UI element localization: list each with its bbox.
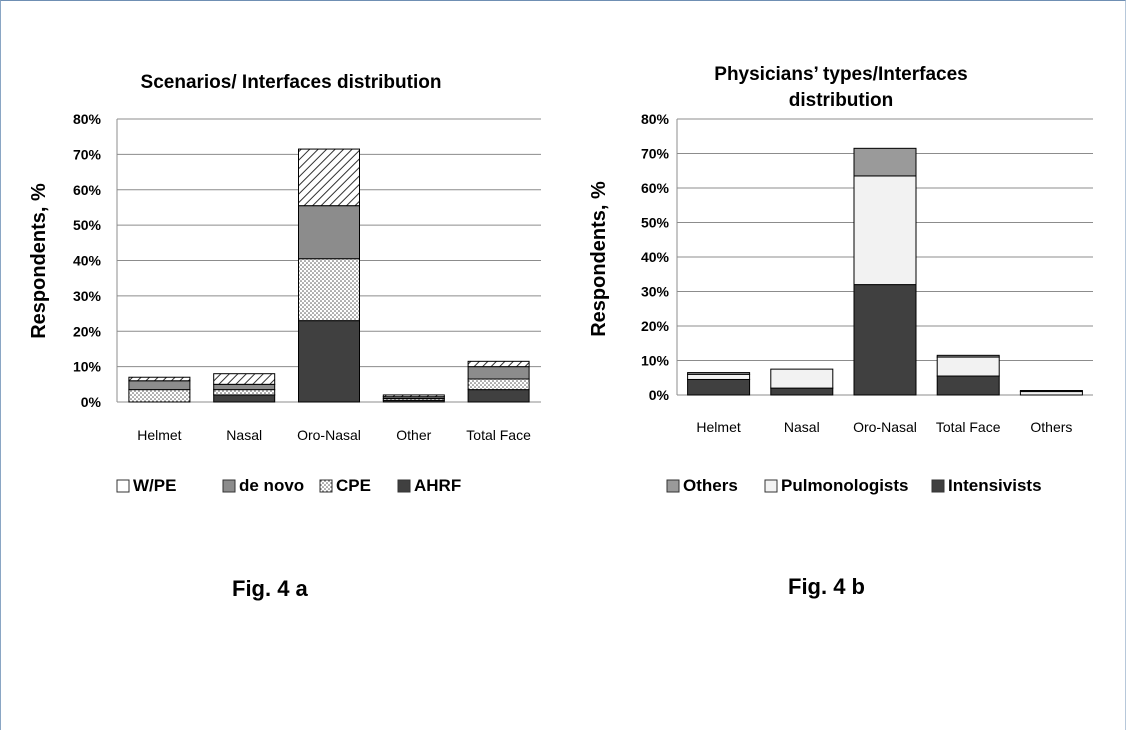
legend-swatch-cpe	[319, 479, 333, 493]
y-tick-label: 40%	[73, 253, 102, 269]
y-tick-label: 50%	[73, 217, 102, 233]
bar-others-oro-nasal	[853, 147, 917, 177]
y-tick-label: 80%	[73, 111, 102, 127]
legend-label-others: Others	[683, 476, 738, 495]
x-tick-label: Helmet	[696, 419, 740, 435]
y-tick-label: 10%	[641, 353, 670, 369]
legend-label-pulmonologists: Pulmonologists	[781, 476, 909, 495]
bar-others-helmet	[687, 372, 751, 375]
x-tick-label: Other	[396, 427, 431, 443]
legend-swatch-de-novo	[222, 479, 236, 493]
y-tick-label: 60%	[641, 180, 670, 196]
x-tick-label: Total Face	[466, 427, 531, 443]
y-tick-label: 40%	[641, 249, 670, 265]
bar-w-pe-oro-nasal	[298, 148, 360, 207]
bar-ahrf-total-face	[467, 389, 530, 403]
chart-title-line: distribution	[789, 90, 893, 111]
chart-title: Scenarios/ Interfaces distribution	[141, 72, 442, 93]
legend-label-cpe: CPE	[336, 476, 371, 495]
bar-w-pe-nasal	[213, 373, 276, 385]
bar-cpe-helmet	[128, 389, 191, 403]
bar-pulmonologists-total-face	[936, 356, 1000, 377]
bar-de-novo-oro-nasal	[298, 205, 360, 260]
y-tick-label: 10%	[73, 359, 102, 375]
x-tick-label: Nasal	[784, 419, 820, 435]
y-tick-label: 0%	[649, 387, 670, 403]
bar-intensivists-oro-nasal	[853, 284, 917, 396]
y-axis-label: Respondents, %	[588, 181, 610, 337]
bar-cpe-total-face	[467, 378, 530, 391]
bar-pulmonologists-nasal	[770, 368, 834, 389]
legend-swatch-others	[666, 479, 680, 493]
y-tick-label: 20%	[641, 318, 670, 334]
y-tick-label: 0%	[81, 394, 102, 410]
bar-w-pe-total-face	[467, 360, 530, 368]
bar-de-novo-total-face	[467, 366, 530, 380]
bar-pulmonologists-helmet	[687, 373, 751, 380]
bar-pulmonologists-others	[1019, 391, 1083, 396]
x-tick-label: Oro-Nasal	[297, 427, 361, 443]
bar-w-pe-helmet	[128, 376, 191, 382]
y-tick-label: 60%	[73, 182, 102, 198]
chart-title: Physicians’ types/Interfaces distribution	[714, 64, 967, 111]
chart-physicians-interfaces: Physicians’ types/Interfaces distribution…	[588, 64, 1093, 495]
bar-ahrf-oro-nasal	[298, 320, 360, 403]
legend-label-de-novo: de novo	[239, 476, 304, 495]
bar-pulmonologists-oro-nasal	[853, 175, 917, 286]
bar-cpe-nasal	[213, 389, 276, 396]
x-tick-label: Oro-Nasal	[853, 419, 917, 435]
y-tick-label: 50%	[641, 215, 670, 231]
legend-label-ahrf: AHRF	[414, 476, 461, 495]
x-tick-label: Nasal	[226, 427, 262, 443]
y-tick-label: 30%	[73, 288, 102, 304]
bar-intensivists-nasal	[770, 387, 834, 396]
legend-swatch-w-pe	[116, 479, 130, 493]
x-tick-label: Helmet	[137, 427, 181, 443]
bar-w-pe-other	[382, 394, 445, 398]
x-tick-label: Others	[1030, 419, 1072, 435]
bar-intensivists-total-face	[936, 375, 1000, 396]
y-tick-label: 70%	[73, 146, 102, 162]
legend-label-intensivists: Intensivists	[948, 476, 1042, 495]
figure-a-caption: Fig. 4 a	[232, 576, 308, 601]
bar-intensivists-helmet	[687, 378, 751, 396]
y-tick-label: 30%	[641, 284, 670, 300]
bar-others-others	[1019, 390, 1083, 393]
bar-cpe-oro-nasal	[298, 258, 360, 322]
y-tick-label: 70%	[641, 146, 670, 162]
bar-de-novo-helmet	[128, 380, 191, 391]
legend-swatch-pulmonologists	[764, 479, 778, 493]
legend-swatch-ahrf	[397, 479, 411, 493]
chart-title-line: Physicians’ types/Interfaces	[714, 64, 967, 85]
y-axis-label: Respondents, %	[28, 183, 50, 339]
y-tick-label: 80%	[641, 111, 670, 127]
figure-b-caption: Fig. 4 b	[788, 574, 865, 599]
legend-swatch-intensivists	[931, 479, 945, 493]
bar-de-novo-nasal	[213, 383, 276, 391]
bar-ahrf-nasal	[213, 394, 276, 403]
legend-label-w-pe: W/PE	[133, 476, 176, 495]
chart-scenarios-interfaces: Scenarios/ Interfaces distribution Respon…	[28, 72, 541, 495]
bar-others-total-face	[936, 354, 1000, 358]
x-tick-label: Total Face	[936, 419, 1001, 435]
y-tick-label: 20%	[73, 323, 102, 339]
